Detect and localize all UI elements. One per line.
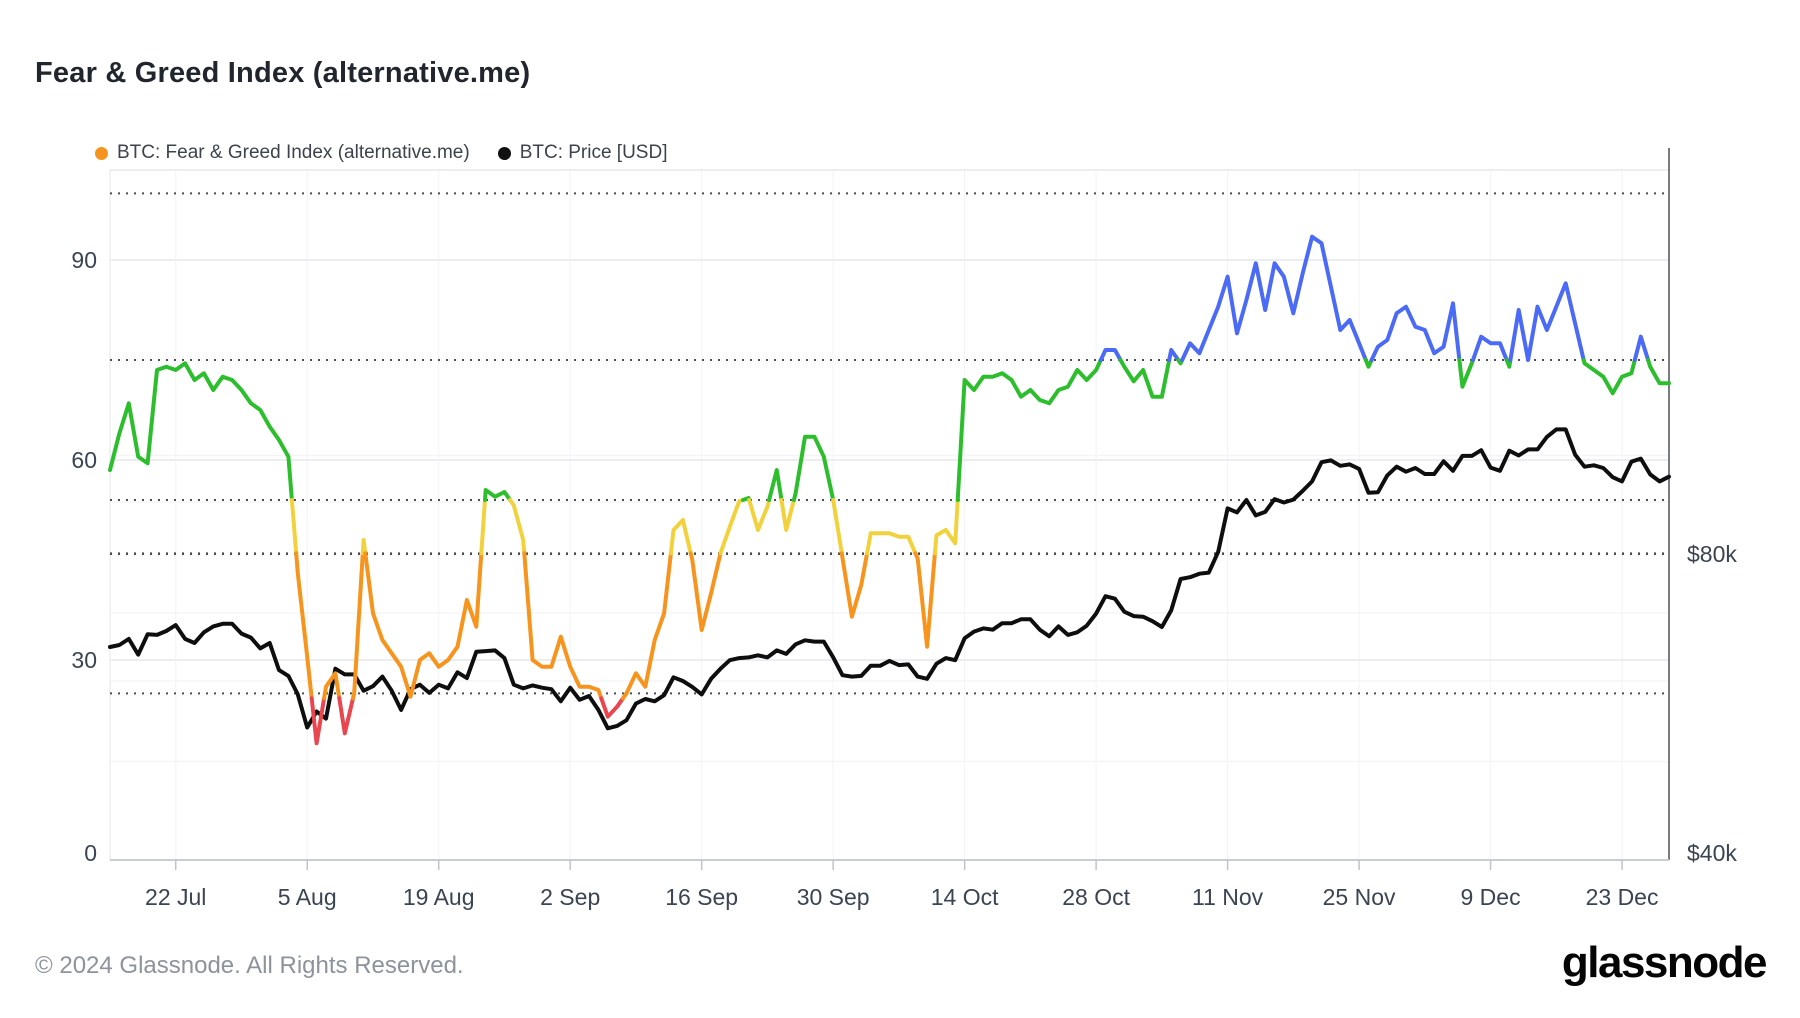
- fear-greed-line-segment[interactable]: [668, 518, 693, 556]
- x-axis-label[interactable]: 11 Nov: [1192, 884, 1264, 910]
- x-axis-label[interactable]: 23 Dec: [1586, 884, 1659, 910]
- fear-greed-line-segment[interactable]: [360, 538, 368, 556]
- fear-greed-line-segment[interactable]: [1508, 281, 1586, 362]
- legend-label-fear-greed: BTC: Fear & Greed Index (alternative.me): [117, 142, 470, 163]
- fear-greed-line-segment[interactable]: [289, 498, 299, 556]
- copyright-text: © 2024 Glassnode. All Rights Reserved.: [35, 952, 464, 979]
- x-axis-label[interactable]: 16 Sep: [665, 884, 738, 910]
- x-axis-label[interactable]: 19 Aug: [403, 884, 475, 910]
- fear-greed-line-segment[interactable]: [779, 498, 796, 532]
- fear-greed-line-segment[interactable]: [599, 696, 625, 719]
- fear-greed-line-segment[interactable]: [1632, 334, 1651, 362]
- page-title: Fear & Greed Index (alternative.me): [35, 57, 531, 90]
- fear-greed-line-segment[interactable]: [1646, 358, 1671, 386]
- fear-greed-line-segment[interactable]: [621, 551, 673, 701]
- fear-greed-line-segment[interactable]: [363, 551, 484, 699]
- fear-greed-line-segment[interactable]: [839, 551, 870, 619]
- fear-greed-line-segment[interactable]: [483, 488, 513, 502]
- fear-greed-line-segment[interactable]: [1118, 358, 1172, 399]
- fear-greed-line-segment[interactable]: [1457, 358, 1475, 389]
- x-axis-label[interactable]: 9 Dec: [1461, 884, 1521, 910]
- fear-greed-line-segment[interactable]: [294, 551, 314, 701]
- fear-greed-line-segment[interactable]: [1180, 234, 1368, 362]
- legend-item-price[interactable]: BTC: Price [USD]: [497, 142, 668, 164]
- fear-greed-series-dot-icon: [95, 146, 108, 160]
- fear-greed-line-segment[interactable]: [1581, 358, 1637, 396]
- fear-greed-line-segment[interactable]: [932, 498, 960, 556]
- fear-greed-line-segment[interactable]: [1167, 348, 1181, 362]
- x-axis-label[interactable]: 2 Sep: [540, 884, 600, 910]
- fear-greed-line-segment[interactable]: [1098, 348, 1123, 362]
- chart-legend: BTC: Fear & Greed Index (alternative.me)…: [95, 142, 668, 164]
- fear-greed-line-segment[interactable]: [865, 531, 918, 556]
- btc-price-line[interactable]: [108, 427, 1671, 731]
- fear-greed-line-segment[interactable]: [322, 671, 342, 701]
- y-axis-right-label[interactable]: $80k: [1687, 541, 1737, 567]
- legend-label-price: BTC: Price [USD]: [519, 142, 668, 163]
- y-axis-left-label[interactable]: 60: [71, 447, 97, 473]
- price-series-dot-icon: [497, 146, 511, 160]
- fear-greed-line-segment[interactable]: [688, 551, 723, 632]
- y-axis-left-label[interactable]: 0: [84, 840, 97, 866]
- legend-item-fear-greed[interactable]: BTC: Fear & Greed Index (alternative.me): [95, 142, 470, 164]
- fear-greed-line-segment[interactable]: [309, 696, 327, 746]
- x-axis-label[interactable]: 30 Sep: [797, 884, 870, 910]
- fear-greed-line-segment[interactable]: [767, 468, 784, 502]
- fear-greed-line-segment[interactable]: [351, 551, 365, 701]
- x-axis-label[interactable]: 5 Aug: [278, 884, 337, 910]
- fear-greed-line-segment[interactable]: [508, 498, 527, 556]
- fear-greed-line-segment[interactable]: [108, 361, 294, 502]
- fear-greed-line-segment[interactable]: [955, 358, 1103, 502]
- x-axis-label[interactable]: 14 Oct: [931, 884, 999, 910]
- x-axis-label[interactable]: 28 Oct: [1062, 884, 1130, 910]
- fear-greed-line-segment[interactable]: [718, 498, 745, 556]
- fear-greed-line-segment[interactable]: [1471, 334, 1509, 362]
- fear-greed-line-segment[interactable]: [1363, 358, 1374, 369]
- y-axis-right-label[interactable]: $40k: [1687, 840, 1737, 866]
- y-axis-left-label[interactable]: 30: [71, 647, 97, 673]
- fear-greed-line-segment[interactable]: [479, 498, 487, 556]
- x-axis-label[interactable]: 22 Jul: [145, 884, 206, 910]
- fear-greed-line-segment[interactable]: [831, 498, 844, 556]
- fear-greed-line-segment[interactable]: [1369, 301, 1462, 362]
- fear-greed-line-segment[interactable]: [1504, 358, 1513, 369]
- fear-greed-line-segment[interactable]: [747, 498, 772, 532]
- fear-greed-line-segment[interactable]: [913, 551, 937, 649]
- x-axis-label[interactable]: 25 Nov: [1323, 884, 1396, 910]
- fear-greed-line-segment[interactable]: [337, 696, 355, 736]
- fear-greed-line-segment[interactable]: [791, 434, 836, 502]
- glassnode-logo[interactable]: glassnode: [1561, 938, 1768, 987]
- y-axis-left-label[interactable]: 90: [71, 247, 97, 273]
- fear-greed-line-segment[interactable]: [522, 551, 604, 701]
